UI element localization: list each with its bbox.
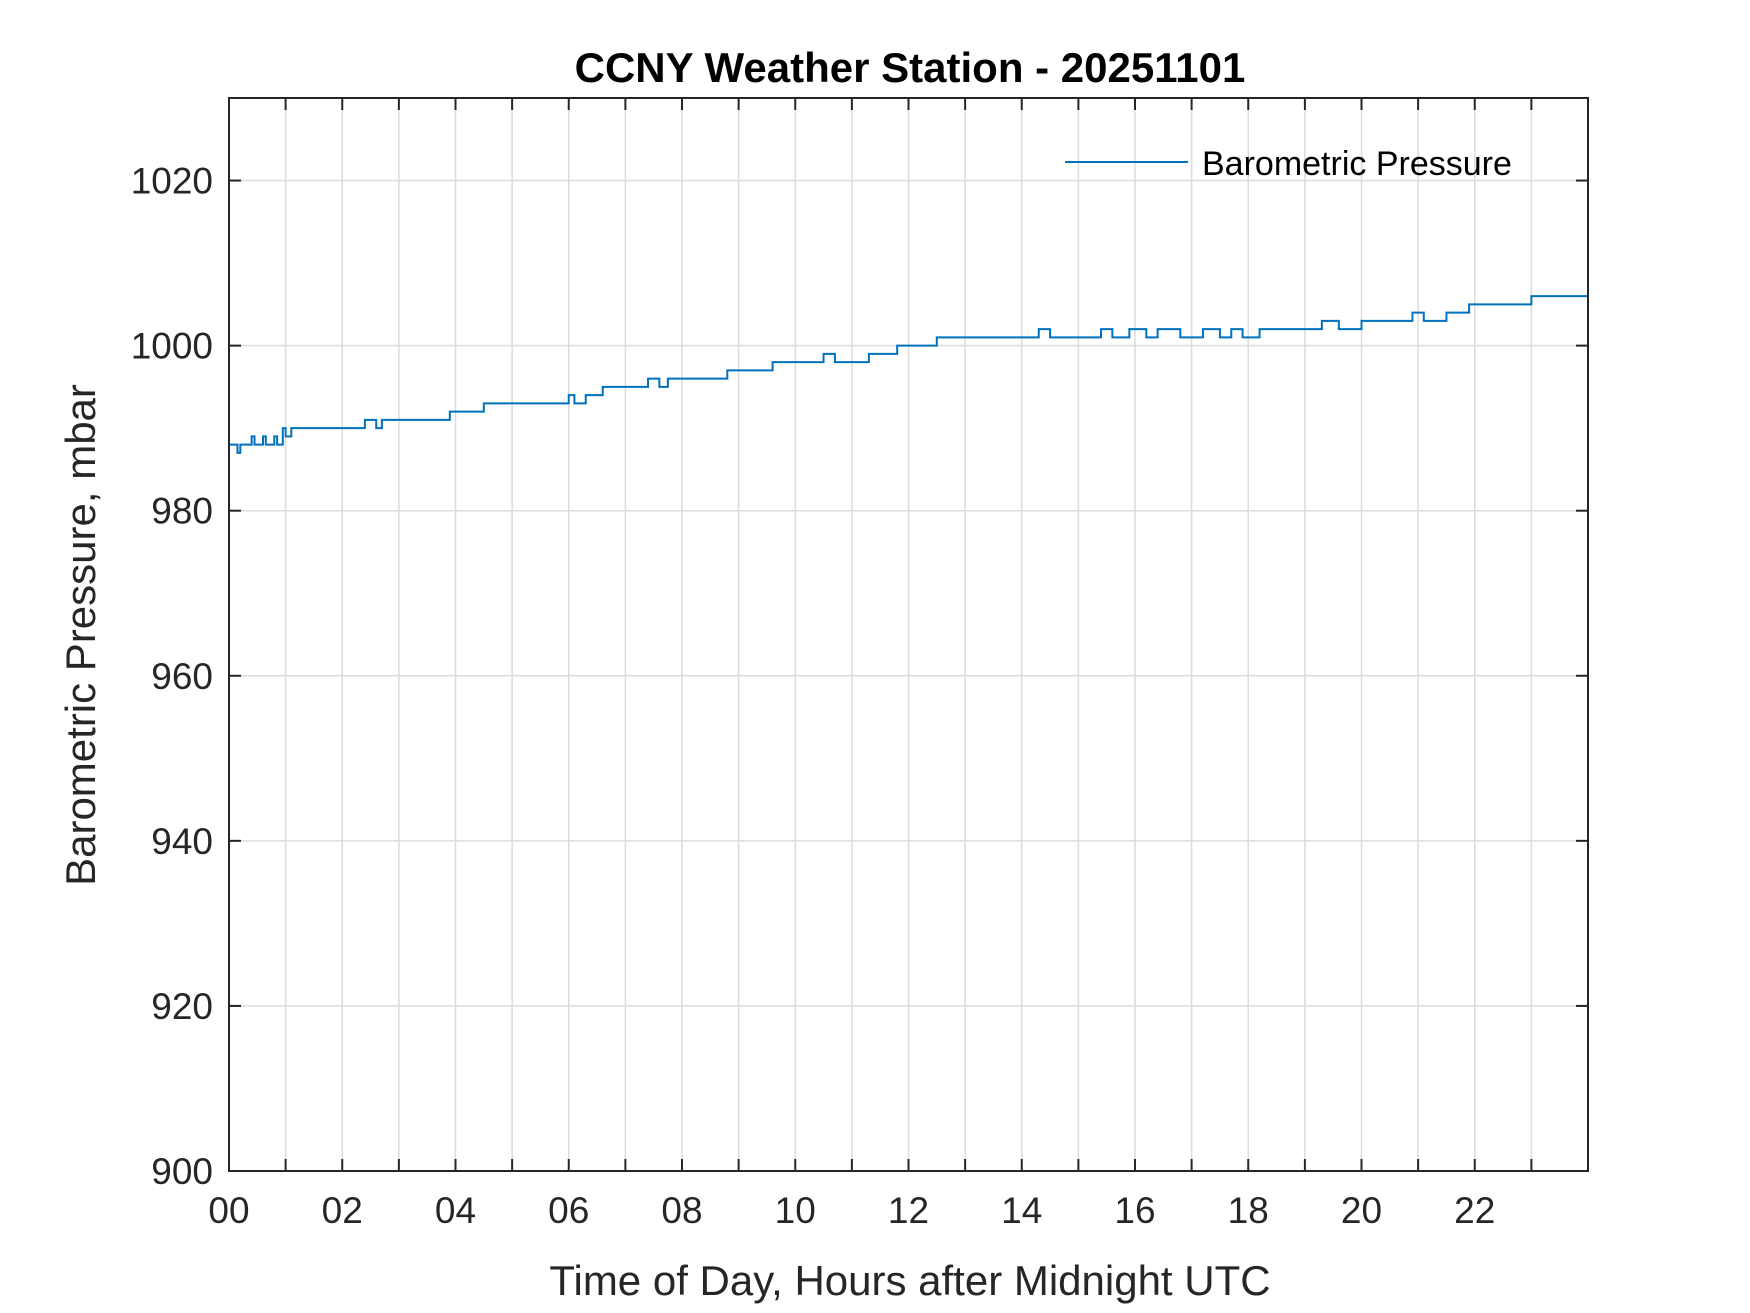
y-tick-label: 940 xyxy=(151,821,213,862)
y-tick-label: 1020 xyxy=(131,161,213,202)
series-layer xyxy=(229,295,1588,454)
x-tick-label: 18 xyxy=(1228,1190,1269,1231)
y-tick-label: 1000 xyxy=(131,326,213,367)
y-tick-label: 960 xyxy=(151,656,213,697)
legend: Barometric Pressure xyxy=(1065,145,1512,183)
x-tick-label: 06 xyxy=(548,1190,589,1231)
tick-marks xyxy=(228,98,1589,1172)
x-tick-label: 08 xyxy=(661,1190,702,1231)
x-tick-label: 04 xyxy=(435,1190,476,1231)
x-tick-label: 14 xyxy=(1001,1190,1042,1231)
x-tick-label: 10 xyxy=(775,1190,816,1231)
y-tick-label: 900 xyxy=(151,1151,213,1192)
x-tick-label: 20 xyxy=(1341,1190,1382,1231)
x-tick-label: 12 xyxy=(888,1190,929,1231)
chart-title: CCNY Weather Station - 20251101 xyxy=(575,44,1246,91)
x-tick-label: 22 xyxy=(1454,1190,1495,1231)
y-tick-label: 980 xyxy=(151,491,213,532)
x-tick-label: 16 xyxy=(1114,1190,1155,1231)
y-tick-label: 920 xyxy=(151,986,213,1027)
series-line-barometric-pressure xyxy=(229,295,1588,454)
x-tick-labels: 00 02 04 06 08 10 12 14 16 18 20 22 xyxy=(208,1190,1495,1231)
y-tick-labels: 900 920 940 960 980 1000 1020 xyxy=(131,161,213,1192)
x-axis-label: Time of Day, Hours after Midnight UTC xyxy=(549,1257,1270,1304)
legend-label-barometric-pressure: Barometric Pressure xyxy=(1202,145,1512,183)
y-axis-label: Barometric Pressure, mbar xyxy=(57,384,104,886)
x-tick-label: 00 xyxy=(208,1190,249,1231)
grid-lines xyxy=(229,98,1588,1171)
x-tick-label: 02 xyxy=(322,1190,363,1231)
